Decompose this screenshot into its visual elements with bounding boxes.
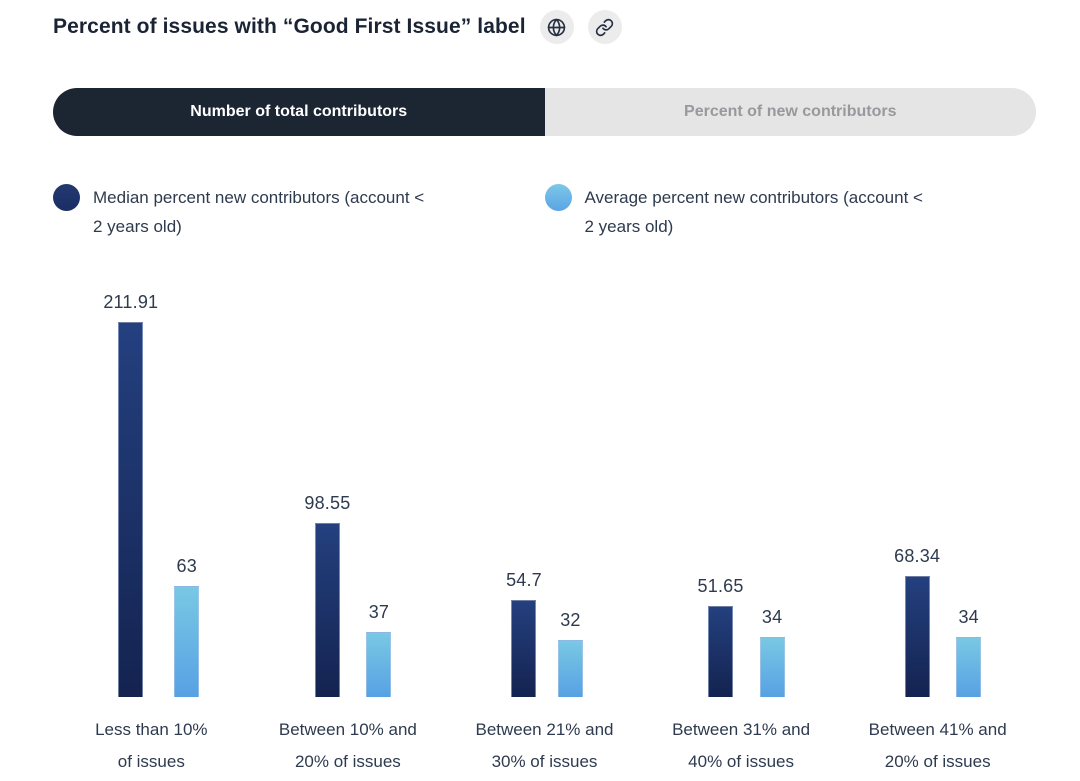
average-value-label: 37 bbox=[368, 601, 390, 622]
bar-pair: 51.65 34 bbox=[698, 283, 785, 697]
category-label: Between 31% and 40% of issues bbox=[672, 720, 811, 771]
median-bar-column: 211.91 bbox=[103, 292, 158, 697]
median-value-label: 68.34 bbox=[894, 546, 941, 567]
bar-group: 211.91 63 Less than 10% of issues bbox=[53, 283, 250, 778]
average-bar-column: 34 bbox=[956, 606, 982, 697]
legend-item-average[interactable]: Average percent new contributors (accoun… bbox=[544, 183, 1037, 241]
globe-icon bbox=[547, 18, 566, 37]
header: Percent of issues with “Good First Issue… bbox=[53, 10, 1036, 44]
legend: Median percent new contributors (account… bbox=[53, 183, 1036, 241]
tab-percent-of-new-contributors[interactable]: Percent of new contributors bbox=[544, 88, 1036, 136]
average-value-label: 34 bbox=[958, 606, 979, 627]
median-value-label: 211.91 bbox=[103, 292, 159, 312]
average-bar[interactable] bbox=[366, 631, 392, 697]
legend-item-median[interactable]: Median percent new contributors (account… bbox=[53, 183, 545, 241]
average-bar[interactable] bbox=[174, 585, 200, 697]
median-bar-column: 54.7 bbox=[506, 570, 542, 697]
category-label: Between 21% and 30% of issues bbox=[475, 720, 614, 771]
median-bar-column: 51.65 bbox=[698, 576, 744, 697]
median-legend-label: Median percent new contributors (account… bbox=[93, 188, 425, 236]
median-value-label: 51.65 bbox=[697, 575, 744, 596]
median-bar[interactable] bbox=[511, 600, 537, 697]
link-icon bbox=[595, 18, 614, 37]
category-label: Between 10% and 20% of issues bbox=[278, 720, 417, 771]
bar-groups: 211.91 63 Less than 10% of issues 98.55 37 Be… bbox=[53, 283, 1036, 778]
average-legend-dot bbox=[544, 184, 572, 211]
page-title: Percent of issues with “Good First Issue… bbox=[53, 15, 526, 38]
average-bar-column: 37 bbox=[366, 601, 392, 697]
bar-chart: 211.91 63 Less than 10% of issues 98.55 37 Be… bbox=[53, 283, 1036, 778]
bar-pair: 54.7 32 bbox=[506, 283, 583, 697]
average-legend-label: Average percent new contributors (accoun… bbox=[584, 188, 923, 236]
category-label: Between 41% and 20% of issues bbox=[868, 720, 1007, 771]
median-bar[interactable] bbox=[904, 576, 930, 697]
median-bar[interactable] bbox=[314, 522, 340, 697]
median-bar[interactable] bbox=[118, 322, 144, 697]
bar-group: 54.7 32 Between 21% and 30% of issues bbox=[446, 283, 643, 778]
average-bar[interactable] bbox=[557, 640, 583, 697]
average-bar-column: 63 bbox=[174, 555, 200, 697]
bar-pair: 68.34 34 bbox=[894, 283, 982, 697]
bar-pair: 211.91 63 bbox=[103, 283, 200, 697]
tab-bar: Number of total contributors Percent of … bbox=[53, 88, 1036, 136]
link-button[interactable] bbox=[587, 10, 622, 44]
median-value-label: 54.7 bbox=[506, 570, 542, 591]
category-label: Less than 10% of issues bbox=[95, 720, 208, 771]
average-value-label: 32 bbox=[560, 610, 581, 631]
average-value-label: 34 bbox=[761, 606, 783, 627]
tab-number-of-total-contributors[interactable]: Number of total contributors bbox=[53, 88, 545, 136]
average-bar-column: 34 bbox=[759, 606, 785, 697]
globe-button[interactable] bbox=[539, 10, 574, 44]
median-value-label: 98.55 bbox=[304, 492, 351, 513]
bar-group: 68.34 34 Between 41% and 20% of issues bbox=[839, 283, 1036, 778]
bar-pair: 98.55 37 bbox=[304, 283, 392, 697]
average-bar[interactable] bbox=[956, 636, 982, 697]
bar-group: 98.55 37 Between 10% and 20% of issues bbox=[250, 283, 447, 778]
average-bar-column: 32 bbox=[557, 610, 583, 697]
average-value-label: 63 bbox=[176, 555, 197, 576]
median-bar-column: 98.55 bbox=[304, 493, 350, 697]
median-legend-dot bbox=[53, 184, 80, 211]
median-bar-column: 68.34 bbox=[894, 546, 940, 697]
average-bar[interactable] bbox=[759, 636, 785, 697]
bar-group: 51.65 34 Between 31% and 40% of issues bbox=[643, 283, 840, 778]
median-bar[interactable] bbox=[708, 605, 734, 697]
